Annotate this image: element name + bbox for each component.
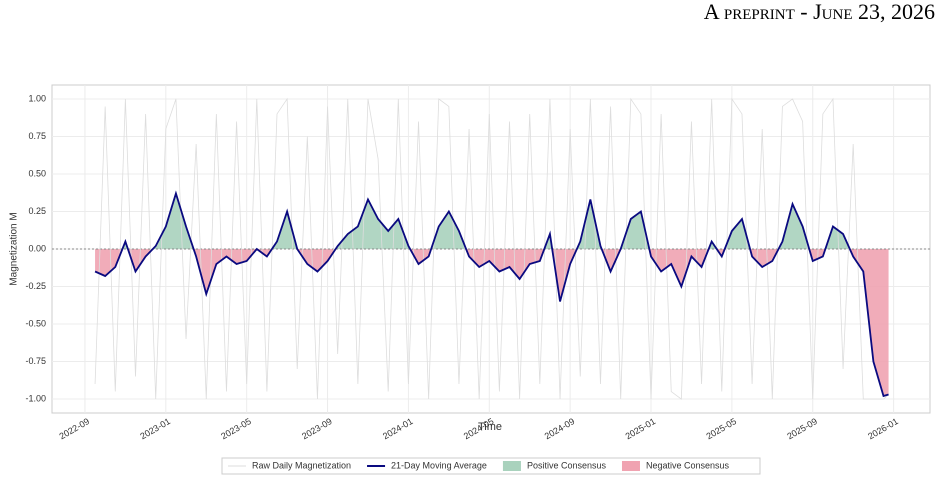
x-tick-label: 2025-05 xyxy=(704,416,738,441)
y-tick-label: 0.50 xyxy=(28,168,46,178)
y-tick-label: 1.00 xyxy=(28,93,46,103)
x-axis-label: Time xyxy=(478,421,502,433)
moving-average-line xyxy=(94,190,889,398)
x-tick-label: 2023-01 xyxy=(138,416,172,441)
y-tick-label: 0.00 xyxy=(28,243,46,253)
y-tick-label: -0.25 xyxy=(25,281,46,291)
x-tick-label: 2022-09 xyxy=(58,416,92,441)
legend-swatch xyxy=(621,461,640,471)
y-tick-label: 0.25 xyxy=(28,206,46,216)
y-tick-label: 0.75 xyxy=(28,131,46,141)
y-axis-label: Magnetization M xyxy=(9,212,20,285)
x-tick-label: 2024-01 xyxy=(381,416,415,441)
legend-label: 21-Day Moving Average xyxy=(391,460,487,470)
legend-label: Positive Consensus xyxy=(527,460,607,470)
x-tick-label: 2025-01 xyxy=(624,416,658,441)
x-tick-label: 2024-09 xyxy=(543,416,577,441)
x-tick-label: 2026-01 xyxy=(866,416,900,441)
x-tick-label: 2023-09 xyxy=(300,416,334,441)
legend-label: Negative Consensus xyxy=(646,460,730,470)
negative-area xyxy=(95,249,889,397)
y-tick-label: -0.75 xyxy=(25,356,46,366)
positive-area xyxy=(95,193,889,249)
raw-line xyxy=(94,97,889,400)
y-tick-label: -1.00 xyxy=(25,393,46,403)
legend-swatch xyxy=(502,461,521,471)
y-tick-label: -0.50 xyxy=(25,318,46,328)
x-tick-label: 2023-05 xyxy=(219,416,253,441)
x-tick-label: 2025-09 xyxy=(785,416,819,441)
legend-label: Raw Daily Magnetization xyxy=(252,460,351,470)
page-header: A preprint - June 23, 2026 xyxy=(704,0,935,24)
